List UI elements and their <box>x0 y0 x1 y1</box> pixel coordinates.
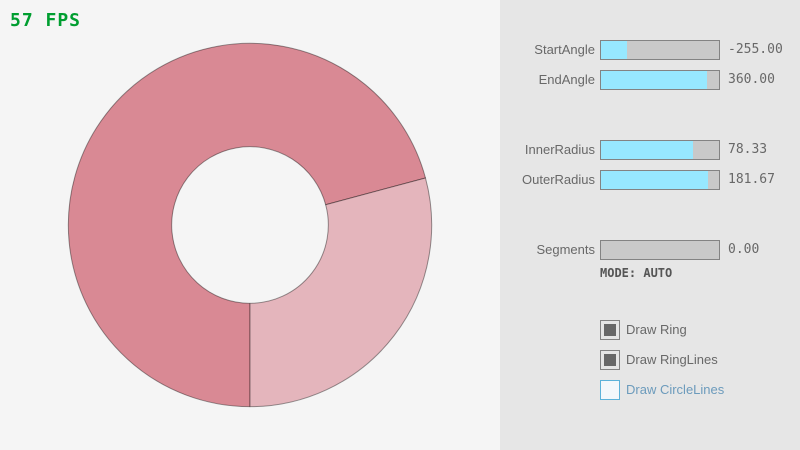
endangle-value: 360.00 <box>728 72 775 87</box>
startangle-slider[interactable] <box>600 40 720 60</box>
startangle-slider-fill <box>601 41 627 59</box>
fps-counter: 57 FPS <box>10 10 82 31</box>
draw-circlelines-checkbox[interactable] <box>600 380 620 400</box>
endangle-slider-fill <box>601 71 708 89</box>
checkmark <box>604 354 616 366</box>
checkbox-row-draw-ring: Draw Ring <box>600 320 800 340</box>
outerradius-value: 181.67 <box>728 172 775 187</box>
draw-ringlines-checkbox[interactable] <box>600 350 620 370</box>
checkmark <box>604 324 616 336</box>
slider-row-innerradius: InnerRadius 78.33 <box>500 140 800 160</box>
draw-ring-label: Draw Ring <box>626 322 687 337</box>
outerradius-slider-fill <box>601 171 709 189</box>
slider-row-endangle: EndAngle 360.00 <box>500 70 800 90</box>
outerradius-label: OuterRadius <box>522 172 595 187</box>
startangle-value: -255.00 <box>728 42 783 57</box>
draw-circlelines-label: Draw CircleLines <box>626 382 725 397</box>
slider-row-startangle: StartAngle -255.00 <box>500 40 800 60</box>
slider-row-outerradius: OuterRadius 181.67 <box>500 170 800 190</box>
slider-row-segments: Segments 0.00 <box>500 240 800 260</box>
draw-ringlines-label: Draw RingLines <box>626 352 718 367</box>
segments-slider[interactable] <box>600 240 720 260</box>
segments-value: 0.00 <box>728 242 760 257</box>
control-panel: StartAngle -255.00 EndAngle 360.00 Inner… <box>500 0 800 450</box>
endangle-label: EndAngle <box>538 72 595 87</box>
checkbox-row-draw-ringlines: Draw RingLines <box>600 350 800 370</box>
draw-ring-checkbox[interactable] <box>600 320 620 340</box>
endangle-slider[interactable] <box>600 70 720 90</box>
innerradius-label: InnerRadius <box>524 142 595 157</box>
innerradius-slider[interactable] <box>600 140 720 160</box>
checkbox-row-draw-circlelines: Draw CircleLines <box>600 380 800 400</box>
startangle-label: StartAngle <box>534 42 595 57</box>
innerradius-slider-fill <box>601 141 694 159</box>
innerradius-value: 78.33 <box>728 142 768 157</box>
checkmark <box>604 384 616 396</box>
ring-sector-overlap <box>67 42 427 408</box>
ring-sector-single <box>249 177 433 408</box>
outerradius-slider[interactable] <box>600 170 720 190</box>
segments-mode-text: MODE: AUTO <box>600 266 673 280</box>
segments-label: Segments <box>536 242 595 257</box>
